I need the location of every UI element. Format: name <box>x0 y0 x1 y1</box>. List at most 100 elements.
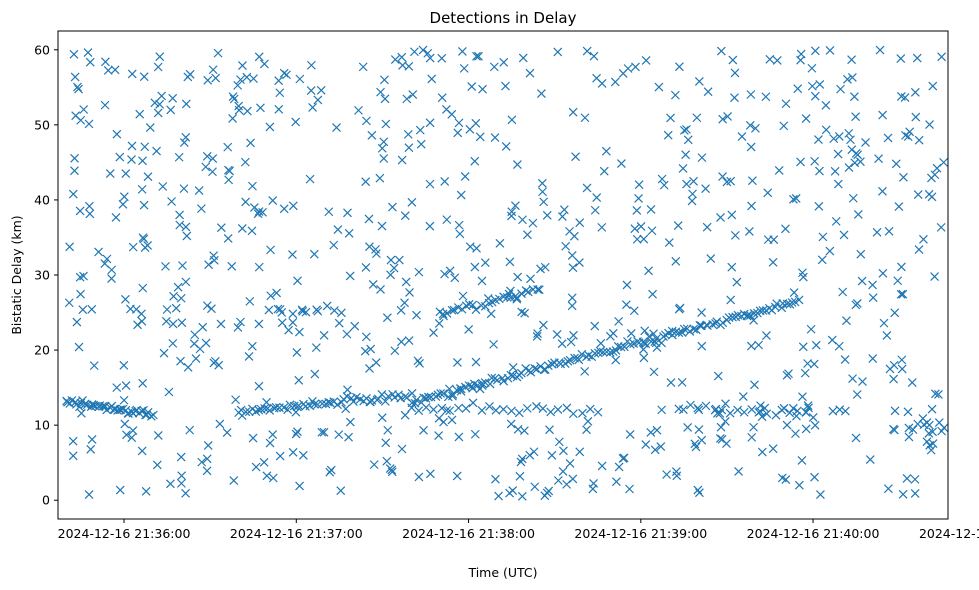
data-point <box>329 240 339 250</box>
data-point <box>80 399 90 409</box>
data-point <box>415 125 425 135</box>
data-point <box>288 250 297 259</box>
data-point <box>229 94 239 104</box>
data-point <box>885 364 895 374</box>
data-point <box>375 173 385 183</box>
data-point <box>662 470 672 479</box>
data-point <box>155 52 165 62</box>
data-point <box>896 54 906 63</box>
data-point <box>726 295 736 305</box>
data-point <box>697 341 707 351</box>
data-point <box>376 87 385 97</box>
data-point <box>788 403 798 413</box>
data-point <box>593 407 603 417</box>
data-point <box>506 419 516 429</box>
data-point <box>688 189 697 199</box>
data-point <box>646 205 656 214</box>
data-point <box>810 46 820 56</box>
data-point <box>85 57 95 67</box>
data-point <box>139 234 149 244</box>
data-point <box>266 291 276 301</box>
data-point <box>464 381 474 390</box>
data-point <box>727 210 737 220</box>
data-point <box>301 307 311 317</box>
data-point <box>210 356 220 366</box>
data-point <box>348 397 358 406</box>
data-point <box>223 142 233 152</box>
data-point <box>610 77 620 87</box>
data-point <box>749 422 759 432</box>
data-point <box>611 355 621 365</box>
data-point <box>425 118 435 128</box>
data-point <box>878 110 888 120</box>
data-point <box>491 405 501 415</box>
data-point <box>619 453 629 463</box>
data-point <box>532 364 542 374</box>
data-point <box>796 157 805 167</box>
data-point <box>447 305 457 315</box>
data-point <box>547 450 557 460</box>
data-point <box>619 342 629 352</box>
data-point <box>933 389 943 399</box>
data-point <box>127 141 137 151</box>
data-point <box>646 427 656 437</box>
data-point <box>762 409 772 419</box>
data-point <box>474 51 483 61</box>
data-point <box>433 390 443 400</box>
data-point <box>248 433 258 443</box>
data-point <box>829 134 839 144</box>
data-point <box>890 406 900 416</box>
data-point <box>247 226 257 236</box>
data-point <box>437 93 447 103</box>
data-point <box>530 482 540 492</box>
data-point <box>442 309 452 318</box>
data-point <box>518 53 528 63</box>
data-point <box>489 339 498 349</box>
data-point <box>181 99 191 109</box>
data-point <box>275 304 285 314</box>
data-point <box>789 288 799 298</box>
data-point <box>712 408 722 418</box>
data-point <box>155 99 165 109</box>
data-point <box>743 310 753 320</box>
data-point <box>209 255 219 265</box>
data-point <box>639 353 649 363</box>
data-point <box>553 405 563 415</box>
data-point <box>694 425 704 435</box>
data-point <box>903 407 913 417</box>
data-point <box>522 403 532 413</box>
data-point <box>336 486 346 496</box>
data-point <box>634 193 643 203</box>
data-point <box>429 405 438 414</box>
data-point <box>671 467 681 477</box>
data-point <box>381 119 391 129</box>
data-point <box>77 408 86 418</box>
data-point <box>173 282 183 292</box>
data-point <box>288 201 298 211</box>
data-point <box>100 100 110 110</box>
data-point <box>69 49 79 59</box>
data-point <box>361 177 371 187</box>
data-point <box>809 359 819 369</box>
data-points <box>62 45 949 501</box>
data-point <box>487 373 497 383</box>
data-point <box>657 405 667 415</box>
data-point <box>815 166 824 176</box>
data-point <box>851 300 861 310</box>
data-point <box>293 276 302 286</box>
data-point <box>241 197 251 207</box>
data-point <box>730 68 740 78</box>
data-point <box>686 400 695 410</box>
data-point <box>414 267 424 277</box>
data-point <box>236 317 245 327</box>
data-point <box>565 355 575 365</box>
data-point <box>575 218 585 228</box>
data-point <box>274 104 284 114</box>
data-point <box>457 47 467 56</box>
data-point <box>450 273 460 283</box>
data-point <box>868 354 878 364</box>
data-point <box>844 128 854 138</box>
data-point <box>834 132 844 141</box>
data-point <box>258 207 267 217</box>
data-point <box>782 299 792 309</box>
